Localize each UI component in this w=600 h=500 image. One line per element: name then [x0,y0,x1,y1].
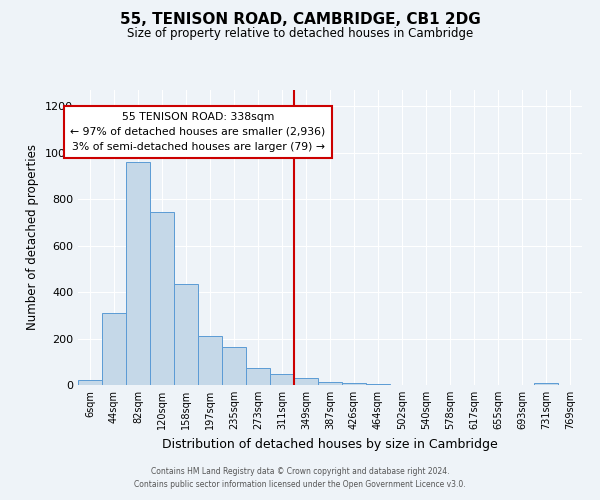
Bar [342,382,366,385]
Bar [294,378,318,385]
Bar [534,382,558,385]
Bar [150,212,174,385]
Bar [246,368,270,385]
Text: 55, TENISON ROAD, CAMBRIDGE, CB1 2DG: 55, TENISON ROAD, CAMBRIDGE, CB1 2DG [119,12,481,28]
Bar [174,284,198,385]
Text: 55 TENISON ROAD: 338sqm
← 97% of detached houses are smaller (2,936)
3% of semi-: 55 TENISON ROAD: 338sqm ← 97% of detache… [70,112,326,152]
Bar [366,384,390,385]
Bar [102,313,126,385]
Bar [126,162,150,385]
Text: Contains public sector information licensed under the Open Government Licence v3: Contains public sector information licen… [134,480,466,489]
Text: Size of property relative to detached houses in Cambridge: Size of property relative to detached ho… [127,28,473,40]
Bar [222,347,246,385]
Bar [78,380,102,385]
Bar [270,374,294,385]
X-axis label: Distribution of detached houses by size in Cambridge: Distribution of detached houses by size … [162,438,498,450]
Text: Contains HM Land Registry data © Crown copyright and database right 2024.: Contains HM Land Registry data © Crown c… [151,467,449,476]
Y-axis label: Number of detached properties: Number of detached properties [26,144,40,330]
Bar [198,336,222,385]
Bar [318,382,342,385]
